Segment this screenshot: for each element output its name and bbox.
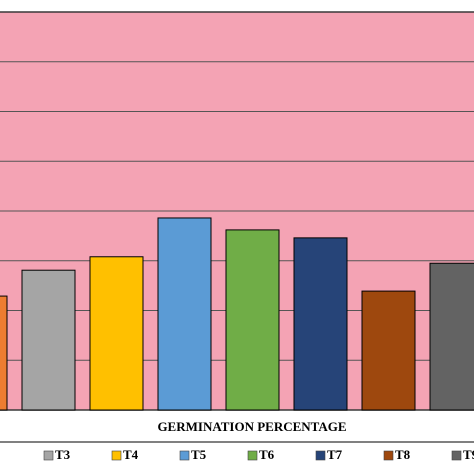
legend-label: T4: [123, 447, 139, 462]
bar: [157, 217, 212, 411]
bar: [429, 262, 474, 411]
legend-label: T5: [191, 447, 207, 462]
bar: [361, 290, 416, 411]
legend-swatch: [315, 450, 326, 461]
legend-label: T7: [327, 447, 343, 462]
legend-label: T6: [259, 447, 275, 462]
legend-label: T8: [395, 447, 411, 462]
legend-label: T9: [463, 447, 474, 462]
legend-label: T3: [55, 447, 71, 462]
legend-swatch: [247, 450, 258, 461]
bar: [225, 229, 280, 411]
legend-swatch: [111, 450, 122, 461]
x-axis-label: GERMINATION PERCENTAGE: [157, 419, 346, 434]
legend-swatch: [179, 450, 190, 461]
legend-swatch: [43, 450, 54, 461]
bar: [293, 237, 348, 411]
legend-swatch: [383, 450, 394, 461]
bar: [0, 295, 8, 411]
bar: [89, 256, 144, 411]
bar: [21, 269, 76, 411]
legend-swatch: [451, 450, 462, 461]
